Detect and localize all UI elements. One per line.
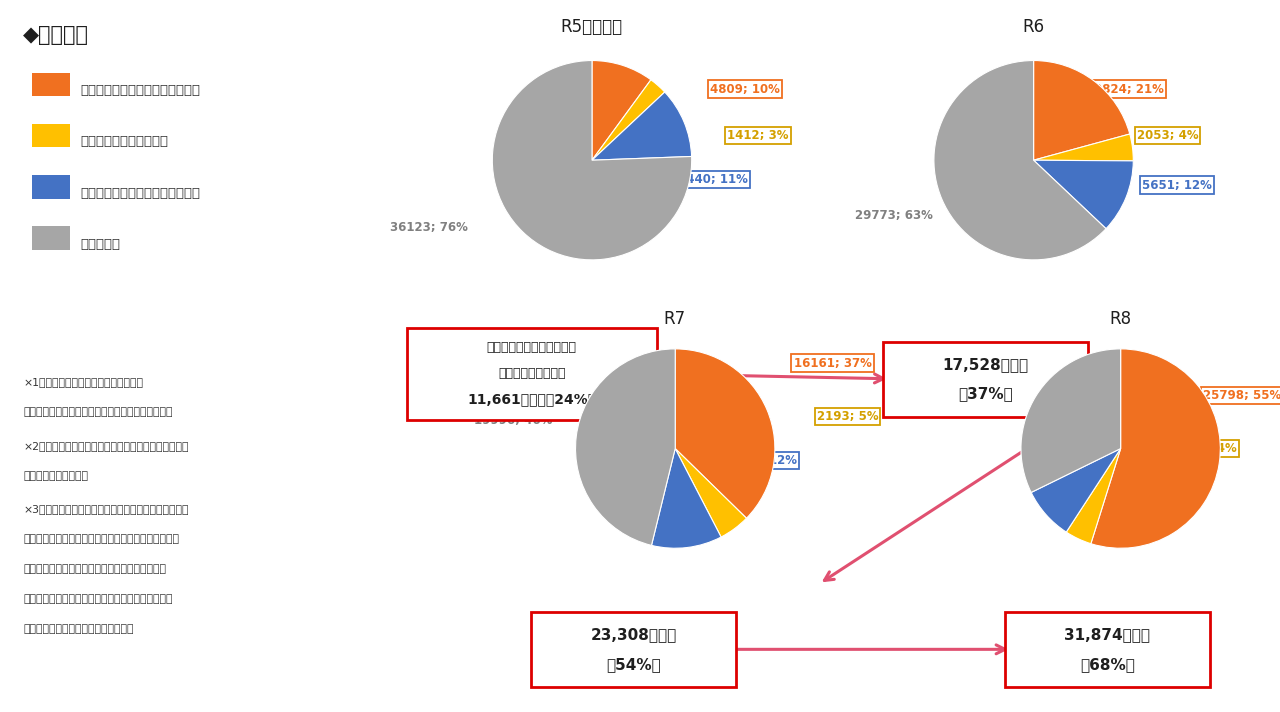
Text: 15179; 32%: 15179; 32% xyxy=(950,407,1028,419)
Wedge shape xyxy=(1034,160,1133,229)
Text: R7: R7 xyxy=(663,310,686,328)
Text: 25798; 55%: 25798; 55% xyxy=(1203,389,1280,402)
Text: 移行（地域スポーツクラブ）は「令和９年度以降」: 移行（地域スポーツクラブ）は「令和９年度以降」 xyxy=(23,534,179,544)
Text: 2193; 5%: 2193; 5% xyxy=(817,410,878,423)
Text: 地域連携（部活動指導員の活用）: 地域連携（部活動指導員の活用） xyxy=(81,187,201,199)
Wedge shape xyxy=(934,61,1106,260)
Text: 17,528部活動: 17,528部活動 xyxy=(942,357,1029,372)
Wedge shape xyxy=(1033,61,1130,160)
Wedge shape xyxy=(591,92,691,160)
Wedge shape xyxy=(591,80,664,160)
Text: 2049; 4%: 2049; 4% xyxy=(1175,442,1236,455)
Text: 19996; 46%: 19996; 46% xyxy=(474,414,552,426)
Text: ◆部活動数: ◆部活動数 xyxy=(23,25,90,45)
Text: （37%）: （37%） xyxy=(959,387,1012,402)
Text: 実施する部活動数：: 実施する部活動数： xyxy=(498,367,566,380)
Text: 地域連携（合同部活動）: 地域連携（合同部活動） xyxy=(81,135,169,148)
Text: （54%）: （54%） xyxy=(607,657,660,672)
Bar xyxy=(32,73,70,96)
Text: 11,661部活動（24%）: 11,661部活動（24%） xyxy=(467,393,596,407)
Bar xyxy=(32,124,70,147)
Text: 前年度までに地域移行を完了した部活動数も含む: 前年度までに地域移行を完了した部活動数も含む xyxy=(23,407,173,417)
Bar xyxy=(32,226,70,250)
Text: 5440; 11%: 5440; 11% xyxy=(678,173,749,186)
Text: 地域連携または地域移行を: 地域連携または地域移行を xyxy=(486,342,577,355)
Text: 「時期未定」、地域連携・学校部活動は「時期: 「時期未定」、地域連携・学校部活動は「時期 xyxy=(23,564,166,574)
Bar xyxy=(32,175,70,199)
Text: 未定」の回答欄を設けたため、令和６年度以降の: 未定」の回答欄を設けたため、令和６年度以降の xyxy=(23,594,173,604)
Text: 地域移行（地域スポーツクラブ）: 地域移行（地域スポーツクラブ） xyxy=(81,84,201,97)
Text: ×1　各年度の地域移行の部活動数は、: ×1 各年度の地域移行の部活動数は、 xyxy=(23,377,143,387)
Wedge shape xyxy=(676,449,746,537)
Text: 29773; 63%: 29773; 63% xyxy=(855,209,933,221)
Wedge shape xyxy=(1034,134,1133,161)
Text: 36123; 76%: 36123; 76% xyxy=(390,221,468,234)
Text: R8: R8 xyxy=(1108,310,1132,328)
Text: （68%）: （68%） xyxy=(1080,657,1134,672)
Text: 23,308部活動: 23,308部活動 xyxy=(590,627,677,642)
Wedge shape xyxy=(675,349,774,518)
Text: 合計値は一致しない: 合計値は一致しない xyxy=(23,471,88,481)
Wedge shape xyxy=(591,61,652,160)
Wedge shape xyxy=(493,61,691,260)
Text: 学校部活動: 学校部活動 xyxy=(81,238,120,251)
Text: 1412; 3%: 1412; 3% xyxy=(727,129,788,142)
Text: 31,874部活動: 31,874部活動 xyxy=(1064,627,1151,642)
Text: 16161; 37%: 16161; 37% xyxy=(794,357,872,370)
FancyBboxPatch shape xyxy=(883,342,1088,417)
Wedge shape xyxy=(1021,349,1121,493)
Text: ×2　未定等により、年度ごとに回答率が異なるため、: ×2 未定等により、年度ごとに回答率が異なるため、 xyxy=(23,441,188,451)
Wedge shape xyxy=(1032,449,1121,532)
Text: R5（実績）: R5（実績） xyxy=(561,18,622,36)
Wedge shape xyxy=(1091,349,1220,548)
Text: 9824; 21%: 9824; 21% xyxy=(1094,83,1165,95)
Wedge shape xyxy=(576,349,676,545)
Text: 2053; 4%: 2053; 4% xyxy=(1137,129,1198,142)
Text: R6: R6 xyxy=(1021,18,1044,36)
Text: 集計には一部の部活動は含まれない: 集計には一部の部活動は含まれない xyxy=(23,624,133,634)
Text: 5651; 12%: 5651; 12% xyxy=(1142,179,1212,192)
FancyBboxPatch shape xyxy=(1005,612,1210,687)
Text: 4954; 12%: 4954; 12% xyxy=(727,454,797,467)
Text: ×3　調査票では、令和５年度～令和８年度の他、地域: ×3 調査票では、令和５年度～令和８年度の他、地域 xyxy=(23,504,188,514)
FancyBboxPatch shape xyxy=(407,328,657,420)
Wedge shape xyxy=(1066,449,1121,544)
Text: 4809; 10%: 4809; 10% xyxy=(710,83,781,95)
Text: 4027; 9%: 4027; 9% xyxy=(1117,464,1179,476)
FancyBboxPatch shape xyxy=(531,612,736,687)
Wedge shape xyxy=(652,449,721,548)
